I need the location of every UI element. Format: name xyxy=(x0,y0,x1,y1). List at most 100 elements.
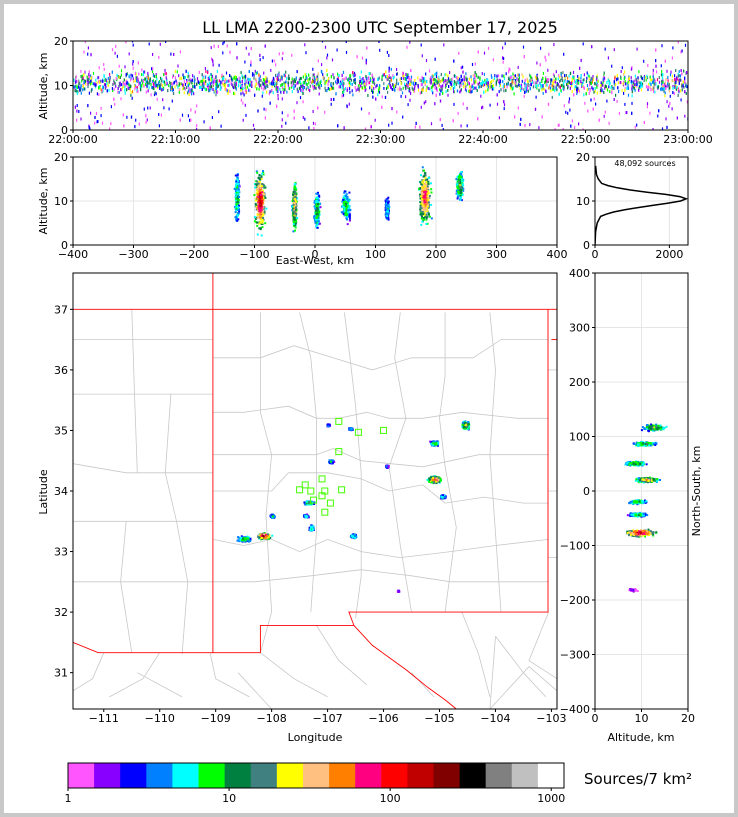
time-altitude-source xyxy=(581,83,583,87)
east-west-source xyxy=(341,205,344,208)
time-altitude-source xyxy=(578,81,580,85)
time-altitude-source xyxy=(436,80,438,84)
time-altitude-source xyxy=(570,81,573,85)
time-altitude-source xyxy=(266,90,268,94)
east-west-source xyxy=(421,197,423,200)
time-altitude-source xyxy=(350,78,352,82)
time-altitude-source xyxy=(361,81,363,85)
east-west-source xyxy=(428,213,430,216)
time-altitude-source xyxy=(392,76,394,80)
time-altitude-source xyxy=(409,82,411,86)
time-altitude-source xyxy=(283,90,285,94)
time-altitude-source xyxy=(627,93,630,97)
time-altitude-source xyxy=(297,90,299,94)
east-west-source xyxy=(420,193,423,196)
time-altitude-source xyxy=(196,82,198,86)
time-altitude-source xyxy=(96,81,98,85)
time-altitude-source xyxy=(482,84,484,88)
east-west-source xyxy=(293,222,296,225)
time-altitude-source xyxy=(177,64,179,68)
time-altitude-source xyxy=(250,47,252,51)
time-altitude-source xyxy=(386,77,388,81)
time-altitude-source xyxy=(569,86,571,90)
time-altitude-source xyxy=(684,43,687,47)
time-altitude-source xyxy=(460,124,462,128)
east-west-source xyxy=(253,194,256,197)
time-altitude-source xyxy=(451,77,453,81)
time-altitude-source xyxy=(388,74,390,77)
time-altitude-source xyxy=(434,81,436,85)
east-west-source xyxy=(315,205,318,208)
time-altitude-source xyxy=(92,71,95,75)
time-altitude-source xyxy=(164,83,166,87)
figure-title: LL LMA 2200-2300 UTC September 17, 2025 xyxy=(202,18,558,37)
time-altitude-source xyxy=(91,82,94,85)
time-altitude-source xyxy=(434,83,436,87)
time-altitude-source xyxy=(496,93,498,97)
time-altitude-source xyxy=(333,76,335,80)
time-altitude-source xyxy=(421,54,423,58)
time-altitude-source xyxy=(407,84,409,88)
time-altitude-source xyxy=(357,85,359,89)
east-west-source xyxy=(422,207,425,210)
time-altitude-source xyxy=(536,81,538,84)
time-altitude-source xyxy=(95,112,98,115)
time-altitude-source xyxy=(76,118,78,122)
time-altitude-source xyxy=(456,76,458,80)
time-altitude-source xyxy=(112,82,115,86)
east-west-source xyxy=(237,184,239,187)
time-altitude-source xyxy=(167,89,169,93)
time-altitude-source xyxy=(169,81,171,84)
time-altitude-source xyxy=(487,78,489,82)
time-altitude-source xyxy=(245,46,247,50)
time-altitude-source xyxy=(90,89,92,93)
time-altitude-source xyxy=(548,86,550,90)
time-altitude-source xyxy=(159,42,161,46)
east-west-source xyxy=(253,220,256,223)
time-altitude-source xyxy=(410,69,412,72)
time-altitude-source xyxy=(361,56,364,60)
time-altitude-source xyxy=(553,82,555,86)
time-altitude-source xyxy=(396,81,398,85)
time-altitude-source xyxy=(617,81,619,85)
time-altitude-source xyxy=(562,71,564,75)
time-altitude-source xyxy=(327,82,329,86)
time-altitude-source xyxy=(443,43,445,47)
time-altitude-source xyxy=(291,79,293,83)
time-altitude-source xyxy=(558,85,560,89)
time-altitude-source xyxy=(388,69,390,73)
time-altitude-source xyxy=(513,75,515,79)
time-altitude-source xyxy=(185,69,187,73)
time-altitude-source xyxy=(499,79,501,83)
time-altitude-source xyxy=(565,74,567,77)
time-altitude-source xyxy=(406,73,408,77)
time-altitude-source xyxy=(96,92,98,96)
time-altitude-source xyxy=(396,78,398,82)
time-altitude-source xyxy=(548,52,550,56)
time-altitude-source xyxy=(202,76,204,79)
time-altitude-source xyxy=(137,61,139,65)
time-altitude-source xyxy=(174,76,176,80)
east-west-source xyxy=(421,220,424,223)
time-altitude-source xyxy=(366,76,368,80)
time-altitude-source xyxy=(214,80,216,84)
east-west-source xyxy=(385,201,388,203)
east-west-source xyxy=(235,184,237,187)
time-altitude-source xyxy=(511,87,513,91)
time-altitude-source xyxy=(88,91,90,95)
time-altitude-source xyxy=(240,88,242,92)
time-altitude-source xyxy=(303,86,305,89)
time-altitude-source xyxy=(102,79,104,83)
time-altitude-source xyxy=(643,59,645,63)
time-altitude-source xyxy=(78,85,80,89)
time-altitude-source xyxy=(436,89,438,93)
east-west-source xyxy=(294,208,297,211)
east-west-source xyxy=(419,188,422,191)
time-altitude-source xyxy=(233,86,236,89)
east-west-source xyxy=(387,212,390,215)
time-altitude-source xyxy=(541,88,543,92)
east-west-source xyxy=(342,199,345,201)
time-altitude-source xyxy=(364,84,366,88)
time-altitude-source xyxy=(573,79,575,83)
time-altitude-source xyxy=(459,77,461,81)
